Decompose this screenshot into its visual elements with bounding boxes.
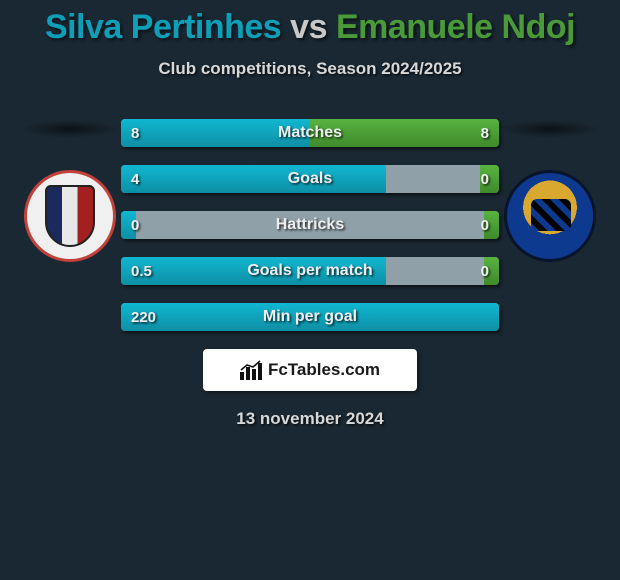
stats-bars: 88Matches 40Goals 00Hattricks 0.50Goals per… [121, 119, 499, 331]
page-title: Silva Pertinhes vs Emanuele Ndoj [0, 8, 620, 47]
club-crest-right [500, 170, 600, 270]
crest-shadow [500, 120, 600, 138]
date-label: 13 november 2024 [0, 409, 620, 429]
watermark-text: FcTables.com [268, 360, 380, 380]
crest-body [504, 170, 596, 262]
stat-label: Hattricks [121, 211, 499, 239]
crest-body [24, 170, 116, 262]
subtitle: Club competitions, Season 2024/2025 [0, 59, 620, 79]
comparison-card: Silva Pertinhes vs Emanuele Ndoj Club co… [0, 0, 620, 429]
club-crest-left [20, 170, 120, 270]
watermark: FcTables.com [203, 349, 417, 391]
crest-shield-icon [45, 185, 95, 247]
stat-row: 40Goals [121, 165, 499, 193]
title-vs: vs [290, 8, 327, 46]
crest-shield-icon [531, 199, 571, 231]
stat-row: 0.50Goals per match [121, 257, 499, 285]
player-right-name: Emanuele Ndoj [336, 8, 575, 46]
stat-label: Goals [121, 165, 499, 193]
stat-row: 88Matches [121, 119, 499, 147]
stat-row: 220Min per goal [121, 303, 499, 331]
chart-icon [240, 360, 262, 380]
crest-shadow [20, 120, 120, 138]
stat-label: Matches [121, 119, 499, 147]
stat-label: Min per goal [121, 303, 499, 331]
player-left-name: Silva Pertinhes [45, 8, 281, 46]
stat-label: Goals per match [121, 257, 499, 285]
stat-row: 00Hattricks [121, 211, 499, 239]
